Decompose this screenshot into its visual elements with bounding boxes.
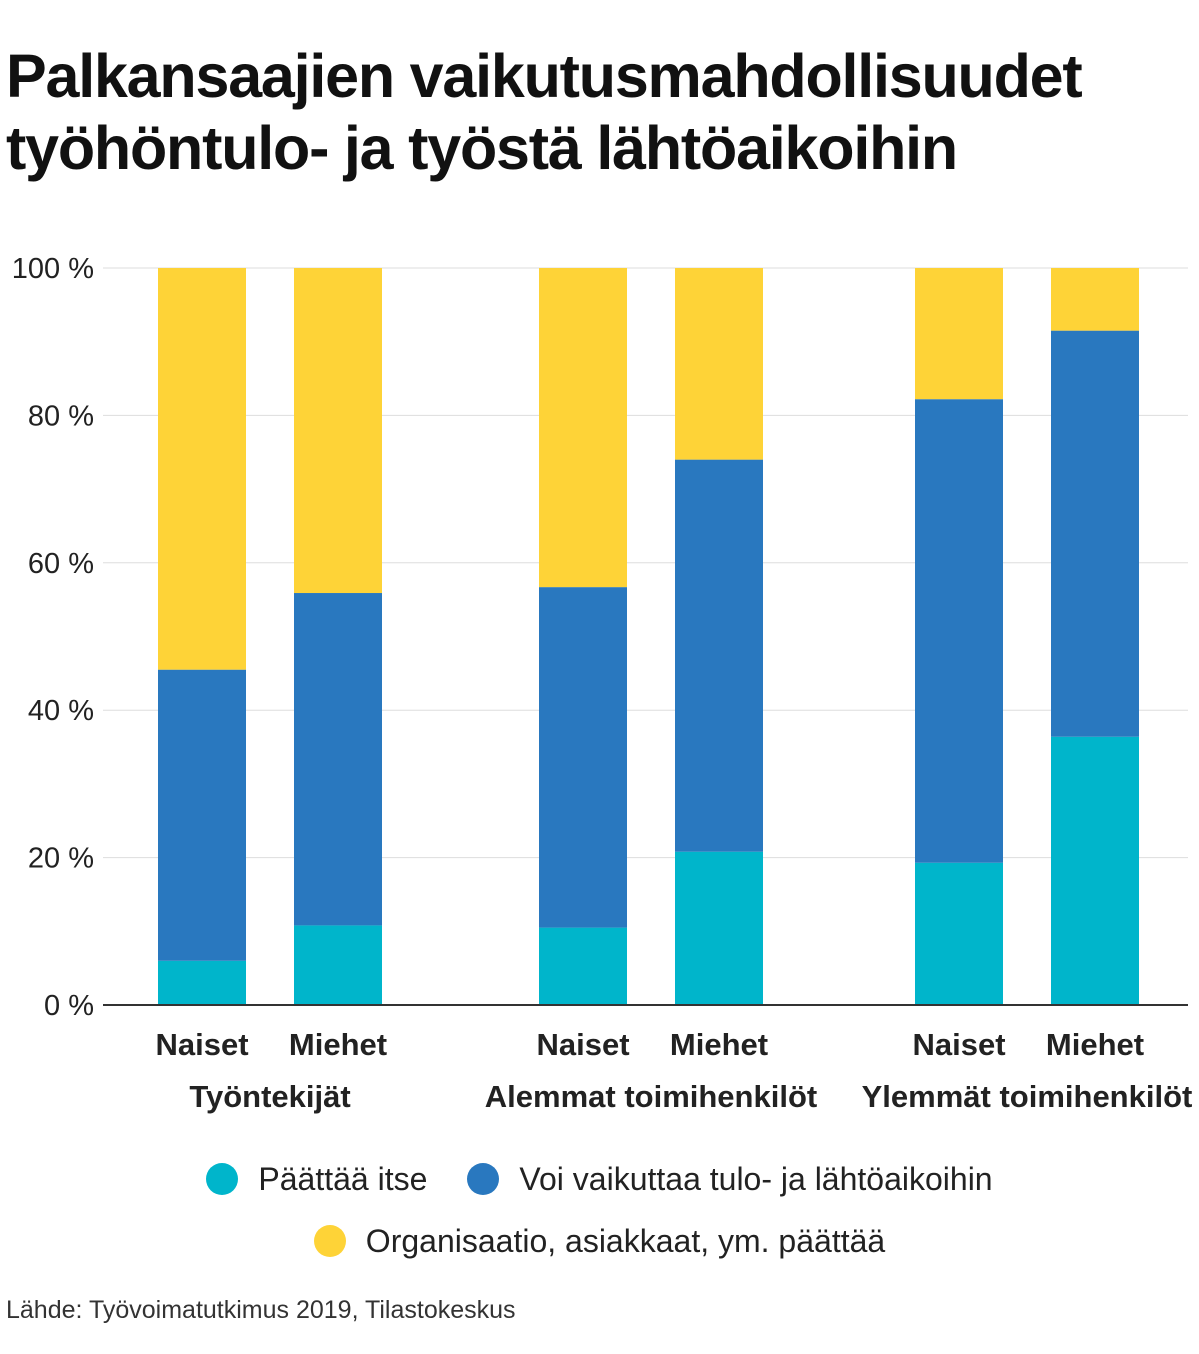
legend-swatch-paattaa-itse-icon	[206, 1163, 239, 1195]
legend-label: Päättää itse	[258, 1160, 428, 1197]
gridlines	[103, 267, 1188, 859]
y-tick-label: 0 %	[44, 990, 94, 1022]
bar-segment	[158, 268, 246, 670]
bar-segment	[675, 851, 763, 1005]
bar-segment	[1051, 330, 1139, 737]
legend-swatch-voi-vaikuttaa-icon	[467, 1163, 500, 1195]
legend-swatch-organisaatio-icon	[313, 1225, 346, 1257]
bar-segment	[294, 593, 382, 926]
x-group-label: Ylemmät toimihenkilöt	[862, 1079, 1193, 1114]
y-tick-label: 20 %	[28, 843, 94, 875]
bar-segment	[915, 268, 1003, 400]
x-group-label: Alemmat toimihenkilöt	[485, 1079, 817, 1114]
bar-segment	[294, 925, 382, 1005]
bars	[158, 268, 1139, 1005]
legend-row-1: Päättää itse Voi vaikuttaa tulo- ja läht…	[0, 1148, 1199, 1210]
bar-segment	[539, 587, 627, 928]
stacked-bar-chart: 0 % 20 % 40 % 60 % 80 % 100 % Naiset Miehet Työn…	[12, 253, 1193, 1114]
axis-labels: 0 % 20 % 40 % 60 % 80 % 100 % Naiset Miehet Työn…	[12, 253, 1193, 1114]
bar-segment	[1051, 736, 1139, 1005]
legend: Päättää itse Voi vaikuttaa tulo- ja läht…	[0, 1148, 1199, 1272]
bar-segment	[539, 927, 627, 1005]
x-tick-label: Miehet	[1046, 1027, 1144, 1062]
x-tick-label: Naiset	[155, 1027, 248, 1062]
bar-segment	[915, 399, 1003, 863]
chart-title-line-2: työhöntulo- ja työstä lähtöaikoihin	[6, 114, 958, 182]
chart-title-line-1: Palkansaajien vaikutusmahdollisuudet	[6, 42, 1083, 110]
bar-segment	[294, 268, 382, 594]
bar-segment	[1051, 268, 1139, 331]
bar-segment	[675, 268, 763, 460]
source-note: Lähde: Työvoimatutkimus 2019, Tilastokes…	[6, 1296, 516, 1324]
bar-segment	[158, 960, 246, 1005]
bar-segment	[539, 268, 627, 588]
legend-item-paattaa-itse[interactable]: Päättää itse	[206, 1161, 427, 1198]
x-group-label: Työntekijät	[189, 1079, 350, 1114]
bar-segment	[158, 669, 246, 961]
bar-segment	[675, 459, 763, 852]
legend-label: Voi vaikuttaa tulo- ja lähtöaikoihin	[519, 1160, 993, 1197]
x-tick-label: Naiset	[536, 1027, 629, 1062]
legend-item-voi-vaikuttaa[interactable]: Voi vaikuttaa tulo- ja lähtöaikoihin	[467, 1160, 993, 1198]
legend-label: Organisaatio, asiakkaat, ym. päättää	[365, 1222, 886, 1259]
chart-title: Palkansaajien vaikutusmahdollisuudet työ…	[6, 40, 1196, 184]
y-tick-label: 40 %	[28, 695, 94, 727]
legend-item-organisaatio[interactable]: Organisaatio, asiakkaat, ym. päättää	[313, 1222, 886, 1260]
y-tick-label: 80 %	[28, 400, 94, 432]
bar-segment	[915, 862, 1003, 1005]
y-tick-label: 100 %	[12, 253, 94, 285]
x-tick-label: Miehet	[670, 1027, 768, 1062]
y-tick-label: 60 %	[28, 548, 94, 580]
legend-row-2: Organisaatio, asiakkaat, ym. päättää	[0, 1210, 1199, 1272]
x-tick-label: Miehet	[289, 1027, 387, 1062]
x-tick-label: Naiset	[912, 1027, 1005, 1062]
